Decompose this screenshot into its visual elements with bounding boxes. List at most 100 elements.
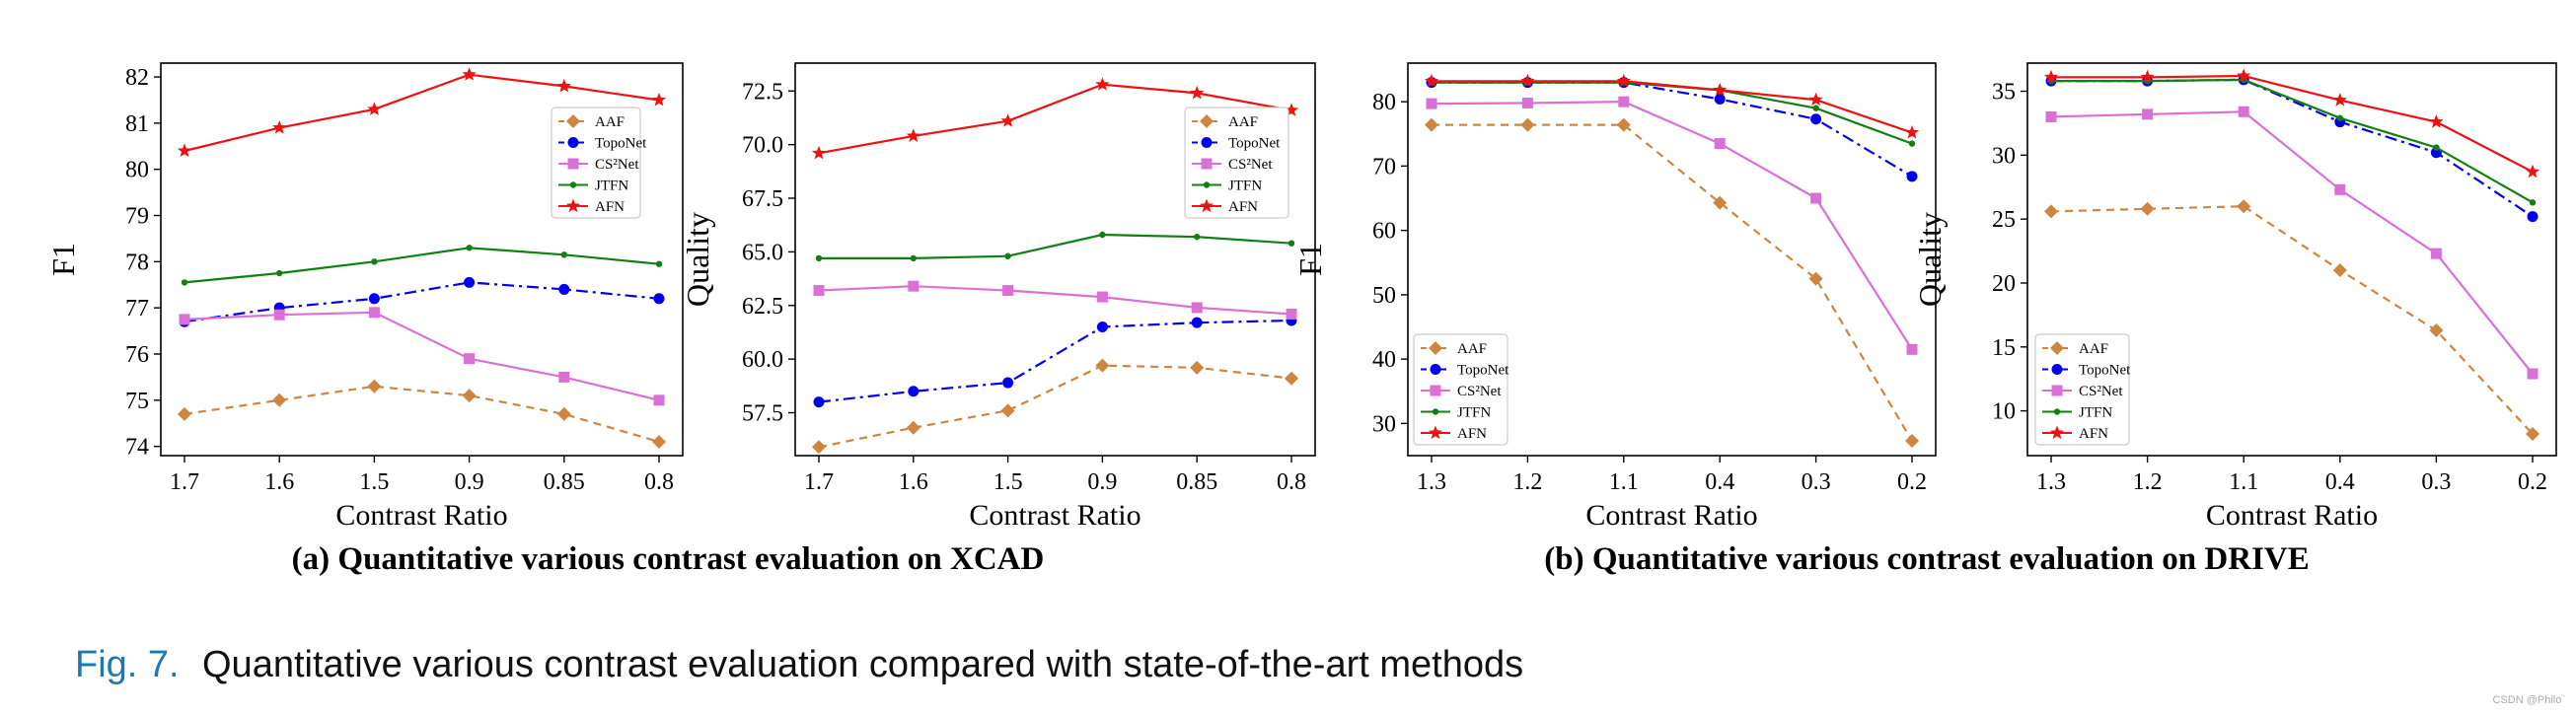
data-point <box>1906 171 1918 182</box>
x-tick-label: 1.2 <box>1512 469 1542 495</box>
x-tick-label: 1.7 <box>804 469 834 495</box>
legend-label: CS²Net <box>1228 157 1273 173</box>
data-point <box>464 353 476 365</box>
series-jtfn <box>181 245 663 286</box>
legend-marker <box>1429 341 1442 355</box>
legend-marker <box>569 181 577 188</box>
x-tick-label: 0.4 <box>2325 469 2355 495</box>
x-tick-label: 1.2 <box>2133 469 2163 495</box>
legend-marker <box>2051 364 2063 375</box>
data-point <box>1190 360 1205 375</box>
data-point <box>2142 108 2154 120</box>
series-line <box>2050 110 2534 375</box>
subcaption-a: (a) Quantitative various contrast evalua… <box>292 541 1045 577</box>
y-axis-label: Quality <box>1912 212 1948 307</box>
data-point <box>462 389 477 403</box>
x-tick-label: 1.6 <box>899 469 928 495</box>
y-tick-label: 60.0 <box>742 347 783 373</box>
x-tick-label: 0.9 <box>1087 469 1117 495</box>
legend-label: TopoNet <box>595 136 647 152</box>
data-point <box>276 269 283 277</box>
y-tick-label: 25 <box>1992 207 2016 233</box>
legend-marker <box>2050 341 2064 355</box>
x-tick-label: 0.85 <box>1176 469 1217 495</box>
data-point <box>273 309 285 321</box>
x-tick-label: 0.4 <box>1705 469 1734 495</box>
y-tick-label: 77 <box>125 296 149 322</box>
data-point <box>2527 211 2539 223</box>
y-tick-label: 80 <box>1372 90 1396 115</box>
y-tick-label: 57.5 <box>742 401 783 427</box>
data-point <box>556 78 571 93</box>
series-line <box>2051 78 2534 218</box>
y-tick-label: 40 <box>1372 347 1396 373</box>
data-point <box>1616 73 1631 88</box>
y-tick-label: 60 <box>1372 219 1396 245</box>
data-point <box>1285 371 1298 386</box>
data-point <box>1521 97 1533 108</box>
series-csnet <box>179 307 665 406</box>
y-tick-label: 30 <box>1372 411 1396 437</box>
x-axis-label: Contrast Ratio <box>335 499 507 532</box>
y-axis-label: Quality <box>680 212 715 307</box>
data-point <box>2043 69 2059 84</box>
chart-panel-3: 30 40 50 60 70 80 1.3 1.2 1.1 0.4 0.3 0.2 Contrast R… <box>1292 62 1937 532</box>
data-point <box>1424 73 1439 88</box>
legend: AAF TopoNet CS²Net JTFN AFN <box>1413 333 1509 446</box>
data-point <box>1618 96 1630 107</box>
caption-text: Quantitative various contrast evaluation… <box>202 644 1523 685</box>
legend-marker <box>1432 408 1439 415</box>
legend-marker <box>2053 408 2061 415</box>
series-csnet <box>813 280 1297 320</box>
data-point <box>1000 113 1015 127</box>
data-point <box>651 93 667 107</box>
series-line <box>1432 80 1913 134</box>
legend-label: JTFN <box>1228 179 1262 194</box>
data-point <box>2045 110 2057 122</box>
y-tick-label: 81 <box>125 111 149 137</box>
data-point <box>813 396 825 408</box>
y-tick-label: 50 <box>1372 283 1396 309</box>
y-tick-label: 30 <box>1992 143 2016 169</box>
legend-label: TopoNet <box>1228 136 1281 152</box>
data-point <box>1520 117 1535 132</box>
x-tick-label: 0.85 <box>544 469 585 495</box>
data-point <box>2433 144 2440 151</box>
x-tick-label: 1.5 <box>994 469 1023 495</box>
plot-frame <box>160 62 684 457</box>
data-point <box>2140 69 2155 84</box>
data-point <box>2332 263 2347 278</box>
data-point <box>560 251 567 258</box>
data-point <box>1808 271 1823 286</box>
data-point <box>2430 248 2442 259</box>
x-tick-label: 1.1 <box>2229 469 2258 495</box>
data-point <box>2529 199 2537 206</box>
legend-marker <box>1428 425 1443 440</box>
legend-label: AAF <box>1457 341 1487 357</box>
legend-label: CS²Net <box>595 157 639 173</box>
series-csnet <box>1426 96 1918 355</box>
data-point <box>1099 231 1106 239</box>
data-point <box>1426 98 1437 109</box>
legend-label: CS²Net <box>1457 384 1502 399</box>
legend-label: AFN <box>1457 426 1487 442</box>
series-line <box>818 364 1292 449</box>
x-tick-label: 1.7 <box>170 469 199 495</box>
data-point <box>2334 183 2346 195</box>
data-point <box>812 440 826 455</box>
plot-frame <box>1407 62 1937 457</box>
x-tick-label: 0.3 <box>1802 469 1831 495</box>
legend: AAF TopoNet CS²Net JTFN AFN <box>1184 107 1289 219</box>
data-point <box>1286 308 1297 320</box>
chart-panel-2: 57.5 60.0 62.5 65.0 67.5 70.0 72.5 1.7 1.6 1.5 0.9… <box>680 62 1316 532</box>
legend-marker <box>565 198 581 213</box>
data-point <box>1288 240 1295 247</box>
series-line <box>184 311 660 401</box>
legend-box <box>551 107 641 219</box>
y-tick-label: 80 <box>125 158 149 183</box>
legend-marker <box>1201 158 1213 170</box>
data-point <box>652 434 666 449</box>
x-tick-label: 0.2 <box>1897 469 1927 495</box>
legend-label: AFN <box>595 199 625 215</box>
data-point <box>1004 252 1011 259</box>
